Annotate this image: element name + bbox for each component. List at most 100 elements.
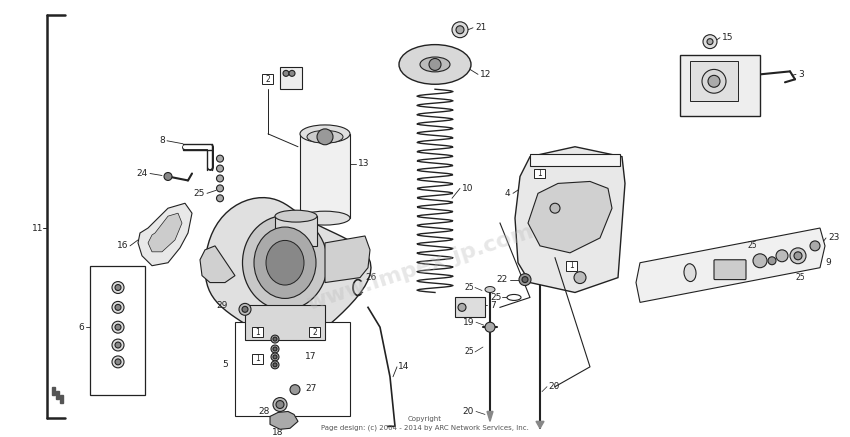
Circle shape	[273, 337, 277, 341]
Ellipse shape	[266, 240, 304, 285]
Ellipse shape	[300, 211, 350, 225]
Text: 25: 25	[464, 283, 474, 292]
Ellipse shape	[275, 210, 317, 222]
Circle shape	[794, 252, 802, 260]
Polygon shape	[200, 246, 235, 283]
Polygon shape	[52, 387, 55, 395]
Text: 3: 3	[798, 70, 804, 79]
Circle shape	[115, 284, 121, 291]
Circle shape	[271, 335, 279, 343]
Circle shape	[273, 398, 287, 412]
Polygon shape	[536, 421, 544, 428]
Bar	[245, 305, 325, 340]
Circle shape	[217, 155, 224, 162]
Text: 19: 19	[462, 318, 474, 327]
Circle shape	[273, 355, 277, 359]
Text: 15: 15	[722, 33, 734, 42]
Text: 1: 1	[570, 261, 575, 270]
Text: Copyright: Copyright	[408, 416, 442, 422]
Circle shape	[115, 342, 121, 348]
Circle shape	[702, 69, 726, 93]
Text: 25: 25	[747, 241, 756, 250]
Ellipse shape	[420, 57, 450, 72]
Text: 8: 8	[159, 136, 165, 145]
Text: 1: 1	[256, 328, 260, 336]
Circle shape	[703, 35, 717, 49]
Ellipse shape	[399, 45, 471, 84]
Text: 18: 18	[272, 428, 284, 437]
Bar	[680, 55, 760, 116]
Text: 14: 14	[398, 362, 410, 371]
Polygon shape	[325, 236, 370, 283]
Text: 20: 20	[462, 407, 474, 416]
Text: 24: 24	[137, 169, 148, 178]
FancyBboxPatch shape	[714, 260, 746, 280]
Circle shape	[456, 26, 464, 34]
Circle shape	[550, 203, 560, 213]
Polygon shape	[270, 412, 298, 429]
Bar	[252, 327, 264, 337]
Text: 12: 12	[480, 70, 491, 79]
Circle shape	[217, 185, 224, 192]
Circle shape	[708, 75, 720, 87]
Polygon shape	[56, 391, 59, 399]
Circle shape	[271, 361, 279, 369]
Circle shape	[271, 345, 279, 353]
Text: 10: 10	[462, 184, 473, 193]
Text: 2: 2	[313, 328, 317, 336]
Text: 6: 6	[78, 323, 84, 332]
Polygon shape	[138, 203, 192, 266]
Circle shape	[273, 347, 277, 351]
Text: 1: 1	[256, 354, 260, 364]
Circle shape	[217, 195, 224, 202]
Polygon shape	[515, 147, 625, 292]
Circle shape	[217, 175, 224, 182]
Polygon shape	[528, 181, 612, 253]
Bar	[535, 169, 546, 178]
Bar	[455, 298, 485, 317]
Text: 21: 21	[475, 23, 486, 32]
Ellipse shape	[507, 295, 521, 300]
Text: 4: 4	[504, 189, 510, 198]
Text: 13: 13	[358, 159, 370, 168]
Text: 9: 9	[825, 258, 830, 267]
Circle shape	[112, 281, 124, 294]
Circle shape	[276, 401, 284, 409]
Text: 25: 25	[194, 189, 205, 198]
Circle shape	[164, 173, 172, 180]
Circle shape	[112, 356, 124, 368]
Text: 2: 2	[265, 75, 270, 84]
Circle shape	[283, 70, 289, 76]
Circle shape	[115, 305, 121, 310]
Circle shape	[519, 274, 531, 285]
Ellipse shape	[684, 264, 696, 281]
Bar	[309, 327, 320, 337]
Bar	[280, 67, 302, 89]
Text: 25: 25	[490, 293, 502, 302]
Text: 16: 16	[116, 241, 128, 250]
Text: 11: 11	[32, 224, 43, 232]
Bar	[235, 322, 350, 416]
Bar	[275, 216, 317, 246]
Circle shape	[112, 302, 124, 313]
Polygon shape	[148, 213, 182, 252]
Polygon shape	[60, 395, 63, 402]
Ellipse shape	[300, 125, 350, 143]
Circle shape	[810, 241, 820, 251]
Circle shape	[317, 129, 333, 145]
Text: 20: 20	[548, 382, 559, 391]
Circle shape	[574, 272, 586, 284]
Text: 25: 25	[464, 347, 474, 357]
Text: 25: 25	[796, 273, 805, 282]
Bar	[566, 261, 577, 271]
Circle shape	[217, 165, 224, 172]
Text: 27: 27	[305, 384, 316, 393]
Ellipse shape	[307, 130, 343, 143]
Circle shape	[452, 22, 468, 38]
Circle shape	[290, 385, 300, 395]
Circle shape	[239, 303, 251, 315]
Circle shape	[289, 70, 295, 76]
Circle shape	[115, 324, 121, 330]
Circle shape	[112, 321, 124, 333]
Circle shape	[768, 257, 776, 265]
